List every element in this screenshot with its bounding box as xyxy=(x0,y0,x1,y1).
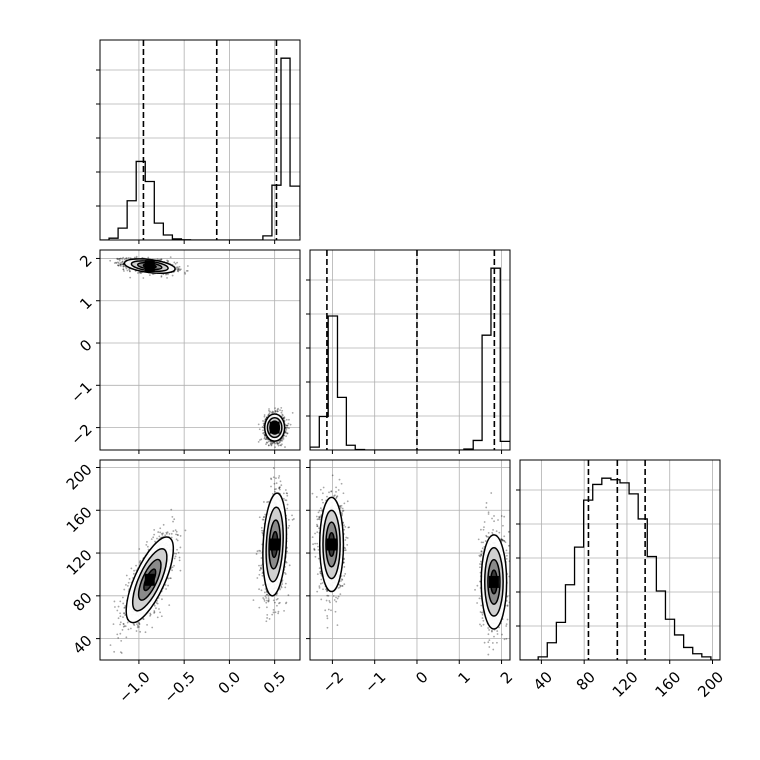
histogram-panel-2 xyxy=(520,460,720,660)
panel-frame xyxy=(99,39,301,241)
y-tick-label: 2 xyxy=(76,251,95,270)
x-tick-label: 0 xyxy=(412,668,431,687)
histogram-step xyxy=(520,477,720,660)
x-tick-label: 40 xyxy=(530,668,556,694)
y-tick-label: 0 xyxy=(76,336,95,355)
scatter-panel-1-2 xyxy=(310,460,510,660)
histogram-panel-0 xyxy=(100,40,300,240)
panel-frame xyxy=(309,249,511,451)
x-tick-label: −1.0 xyxy=(115,668,153,706)
panel-frame xyxy=(519,459,721,661)
histogram-panel-1 xyxy=(310,250,510,450)
x-tick-label: −1 xyxy=(361,668,389,696)
x-tick-label: 1 xyxy=(455,668,474,687)
x-tick-label: 200 xyxy=(694,668,727,701)
y-tick-label: 1 xyxy=(76,294,95,313)
density-peak xyxy=(269,538,280,551)
density-peak xyxy=(269,421,280,434)
density-peak xyxy=(144,260,155,273)
density-peak xyxy=(144,573,155,586)
scatter-panel-0-1 xyxy=(100,250,300,450)
x-tick-label: −0.5 xyxy=(160,668,198,706)
panel-frame xyxy=(99,459,301,661)
panel-frame xyxy=(99,249,301,451)
histogram-step xyxy=(100,57,300,240)
y-tick-label: 200 xyxy=(63,460,96,493)
y-tick-label: 80 xyxy=(69,589,95,615)
x-tick-label: 80 xyxy=(573,668,599,694)
x-tick-label: 0.0 xyxy=(215,668,245,698)
y-tick-label: 160 xyxy=(63,503,96,536)
y-tick-label: 120 xyxy=(63,546,96,579)
x-tick-label: 120 xyxy=(609,668,642,701)
x-tick-label: 0.5 xyxy=(260,668,290,698)
x-tick-label: 2 xyxy=(497,668,516,687)
y-tick-label: 40 xyxy=(69,632,95,658)
panel-frame xyxy=(309,459,511,661)
scatter-panel-0-2 xyxy=(100,460,300,660)
y-tick-label: −1 xyxy=(67,378,95,406)
y-tick-label: −2 xyxy=(67,421,95,449)
density-peak xyxy=(326,538,337,551)
x-tick-label: 160 xyxy=(652,668,685,701)
x-tick-label: −2 xyxy=(319,668,347,696)
density-peak xyxy=(488,575,499,588)
histogram-step xyxy=(310,267,510,450)
